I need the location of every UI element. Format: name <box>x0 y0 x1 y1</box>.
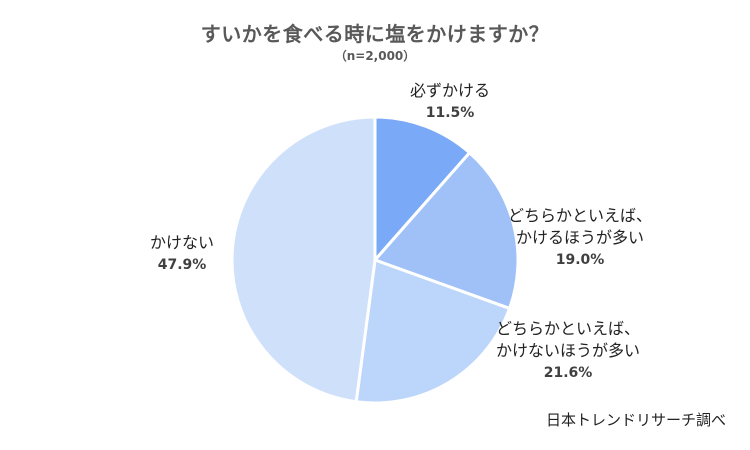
source-note: 日本トレンドリサーチ調べ <box>545 411 726 429</box>
slice-label-mostly-no: どちらかといえば、 かけないほうが多い 21.6% <box>496 318 640 384</box>
slice-percent: 11.5% <box>425 105 475 121</box>
pie-slice-always <box>373 115 472 262</box>
pie-slice-mostly-yes <box>373 151 520 310</box>
chart-subtitle: （n=2,000） <box>334 49 416 63</box>
pie-slice-never <box>230 115 377 404</box>
slice-name: どちらかといえば、 かけないほうが多い <box>496 319 641 360</box>
pie-slice-mostly-no <box>354 258 512 405</box>
slice-percent: 47.9% <box>157 257 207 273</box>
slice-percent: 21.6% <box>543 365 593 381</box>
slice-name: かけない <box>150 233 215 252</box>
slice-name: どちらかといえば、 かけるほうが多い <box>508 206 653 247</box>
slice-label-always: 必ずかける 11.5% <box>410 80 490 124</box>
slice-percent: 19.0% <box>555 252 605 268</box>
slice-name: 必ずかける <box>410 81 491 100</box>
slice-label-mostly-yes: どちらかといえば、 かけるほうが多い 19.0% <box>508 205 652 271</box>
chart-title: すいかを食べる時に塩をかけますか？ <box>200 22 550 46</box>
slice-label-never: かけない 47.9% <box>150 232 214 276</box>
